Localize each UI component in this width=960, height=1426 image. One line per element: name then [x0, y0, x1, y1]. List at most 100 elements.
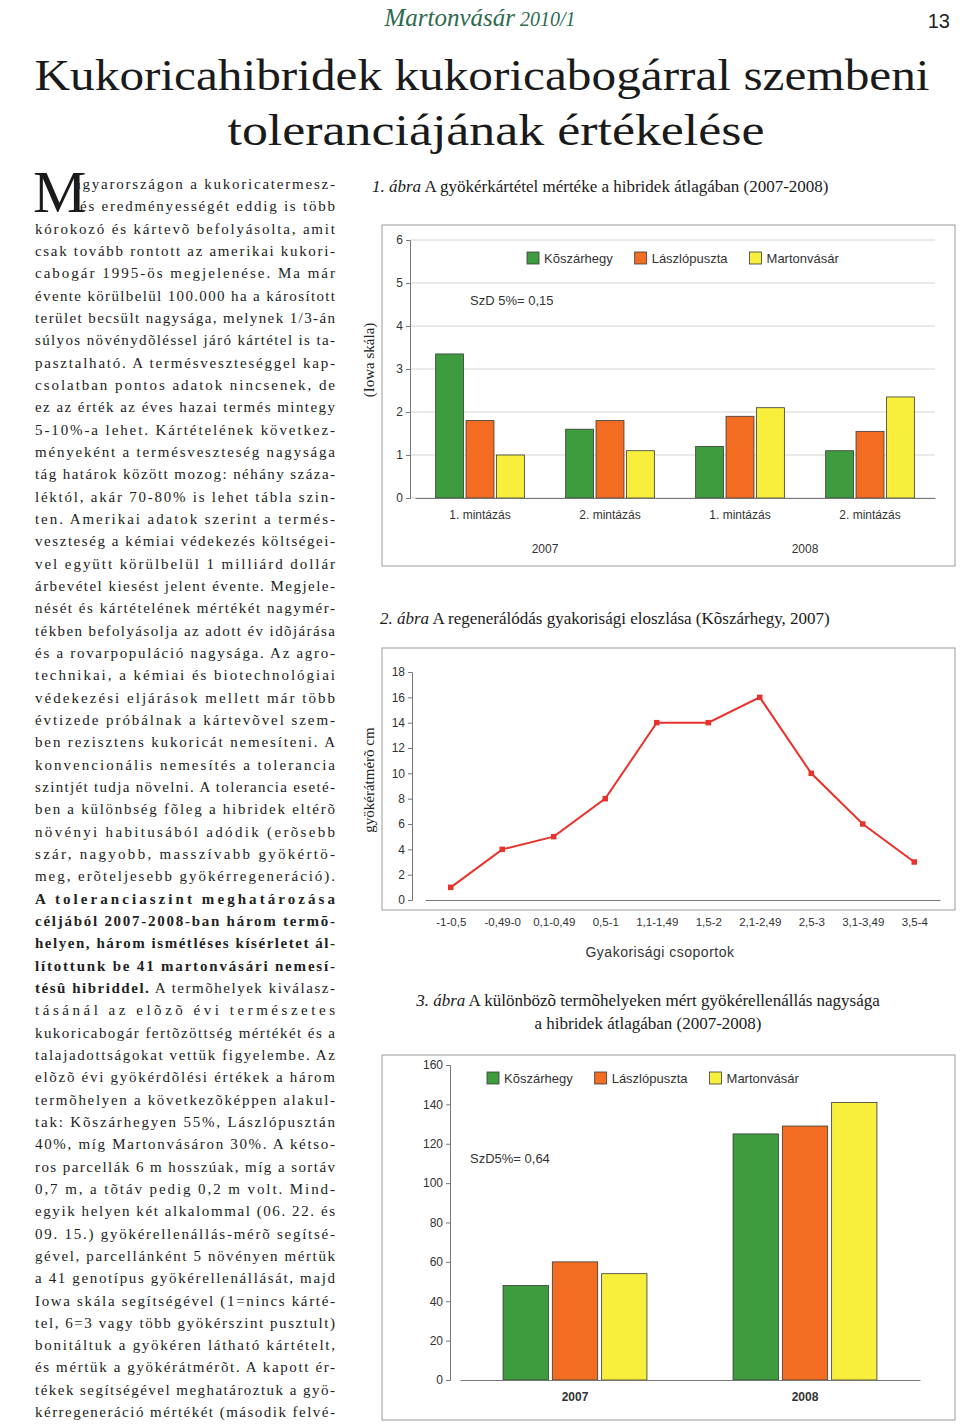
grid-line [410, 283, 935, 284]
legend-label: Lászlópuszta [612, 1071, 689, 1086]
y-tick-label: 2 [396, 405, 403, 419]
x-tick-label: -0,49-0 [485, 916, 521, 928]
legend-label: Martonvásár [767, 251, 840, 266]
y-tick-label: 20 [430, 1334, 444, 1348]
y-tick: 140 [423, 1098, 450, 1112]
y-tick-mark [446, 1144, 450, 1145]
body-line: kórokozó és kártevõ befolyásolta, amit [35, 221, 336, 237]
y-tick-label: 140 [423, 1098, 443, 1112]
body-line: ményeként a termésveszteség nagysága [35, 444, 335, 460]
x-axis: 1. mintázás2. mintázás1. mintázás2. mint… [416, 498, 936, 522]
y-tick-mark [408, 824, 412, 825]
y-tick: 2 [398, 868, 412, 882]
y-tick: 18 [392, 665, 412, 679]
group-label: 2008 [792, 542, 819, 556]
body-line: A toleranciaszint meghatározása [35, 891, 335, 907]
x-tick-label: 2. mintázás [839, 508, 900, 522]
y-tick: 0 [398, 893, 412, 907]
bar [726, 416, 754, 498]
x-tick-label: 1. mintázás [449, 508, 510, 522]
x-tick-label: 2008 [792, 1390, 819, 1404]
y-tick-mark [406, 498, 410, 499]
body-line: kukoricabogár fertõzöttség mértékét és a [35, 1025, 335, 1041]
y-tick: 3 [396, 362, 410, 376]
y-tick-label: 80 [430, 1216, 444, 1230]
grid-line [410, 240, 935, 241]
bar [552, 1262, 597, 1380]
caption-text: A különbözõ termõhelyeken mért gyökérell… [465, 991, 880, 1010]
data-point [603, 796, 608, 801]
y-tick-mark [406, 326, 410, 327]
x-tick-label: 2007 [562, 1390, 589, 1404]
body-line: 0,7 m, a tõtáv pedig 0,2 m volt. Mind- [35, 1181, 335, 1197]
y-tick-label: 0 [398, 893, 405, 907]
y-axis: 0123456 [396, 233, 410, 505]
legend-swatch [487, 1072, 499, 1084]
body-line: bonitáltuk a gyökéren látható kártételt, [35, 1337, 335, 1353]
body-line: meg, erõteljesebb gyökérregeneráció). [35, 868, 335, 885]
legend-label: Kõszárhegy [504, 1071, 573, 1086]
x-tick-label: 1. mintázás [709, 508, 770, 522]
x-axis-line [426, 900, 941, 901]
body-line: 40%, míg Martonvásáron 30%. A kétso- [35, 1136, 335, 1152]
data-point [654, 720, 659, 725]
body-line: tak: Kõszárhegyen 55%, Lászlópusztán [35, 1114, 336, 1130]
y-tick-mark [408, 748, 412, 749]
y-tick-label: 0 [436, 1373, 443, 1387]
bar [886, 397, 914, 498]
body-line: Iowa skála segítségével (1=nincs kárté- [35, 1293, 335, 1310]
bar [733, 1134, 778, 1380]
y-tick-label: 6 [396, 233, 403, 247]
page-title: toleranciájának értékelése [228, 106, 765, 155]
x-tick: -1-0,5 [436, 900, 466, 928]
y-tick-mark [408, 697, 412, 698]
x-axis-line [416, 498, 936, 499]
x-tick: 1,5-2 [696, 900, 722, 928]
data-point [500, 847, 505, 852]
bar [832, 1102, 877, 1380]
page-number: 13 [928, 10, 950, 32]
bold-text: céljából 2007-2008-ban három termõ- [35, 913, 335, 929]
y-tick: 4 [396, 319, 410, 333]
body-line: céljából 2007-2008-ban három termõ- [35, 913, 335, 929]
y-tick-mark [406, 369, 410, 370]
annotation: SzD 5%= 0,15 [470, 293, 553, 308]
body-line: agyarországon a kukoricatermesz- [74, 176, 335, 192]
y-tick: 2 [396, 405, 410, 419]
x-tick-label: 3,5-4 [902, 916, 929, 928]
y-tick-label: 4 [398, 843, 405, 857]
x-tick: 1,1-1,49 [636, 900, 678, 928]
legend-swatch [527, 252, 539, 264]
x-tick-label: 1,5-2 [696, 916, 722, 928]
y-tick: 5 [396, 276, 410, 290]
y-tick: 16 [392, 691, 412, 705]
figure-number: 1. ábra [372, 177, 421, 196]
y-tick-label: 60 [430, 1255, 444, 1269]
body-line: terület becsült nagysága, melynek 1/3-án [35, 310, 335, 326]
magazine-name: Martonvásár [383, 4, 515, 31]
y-tick-label: 100 [423, 1176, 443, 1190]
y-tick: 6 [398, 817, 412, 831]
grid-line [410, 412, 935, 413]
body-line: veszteség a kémiai védekezés költségei- [35, 533, 335, 549]
body-line: tésû hibriddel. A termõhelyek kiválasz- [35, 980, 335, 996]
y-tick: 1 [396, 448, 410, 462]
y-axis-title: (Iowa skála) [361, 323, 378, 398]
x-tick-label: 0,1-0,49 [533, 916, 575, 928]
bar [566, 429, 594, 498]
legend-label: Kõszárhegy [544, 251, 613, 266]
body-line: lítottunk be 41 martonvásári nemesí- [35, 958, 335, 974]
data-point [860, 821, 865, 826]
y-axis: 020406080100120140160 [423, 1058, 451, 1387]
plot-area [503, 1102, 877, 1380]
legend-swatch [750, 252, 762, 264]
figure-caption: 3. ábra A különbözõ termõhelyeken mért g… [415, 991, 880, 1010]
x-tick-label: 3,1-3,49 [842, 916, 884, 928]
body-line: tásánál az elõzõ évi természetes [35, 1002, 335, 1018]
body-line: termõhelyen a következõképpen alakul- [35, 1092, 335, 1108]
body-line: védekezési eljárások mellett már több [35, 690, 335, 706]
grid-line [410, 369, 935, 370]
body-line: technikai, a kémiai és biotechnológiai [35, 667, 335, 683]
chart-frame [382, 1055, 955, 1420]
x-tick: 2,1-2,49 [739, 900, 781, 928]
